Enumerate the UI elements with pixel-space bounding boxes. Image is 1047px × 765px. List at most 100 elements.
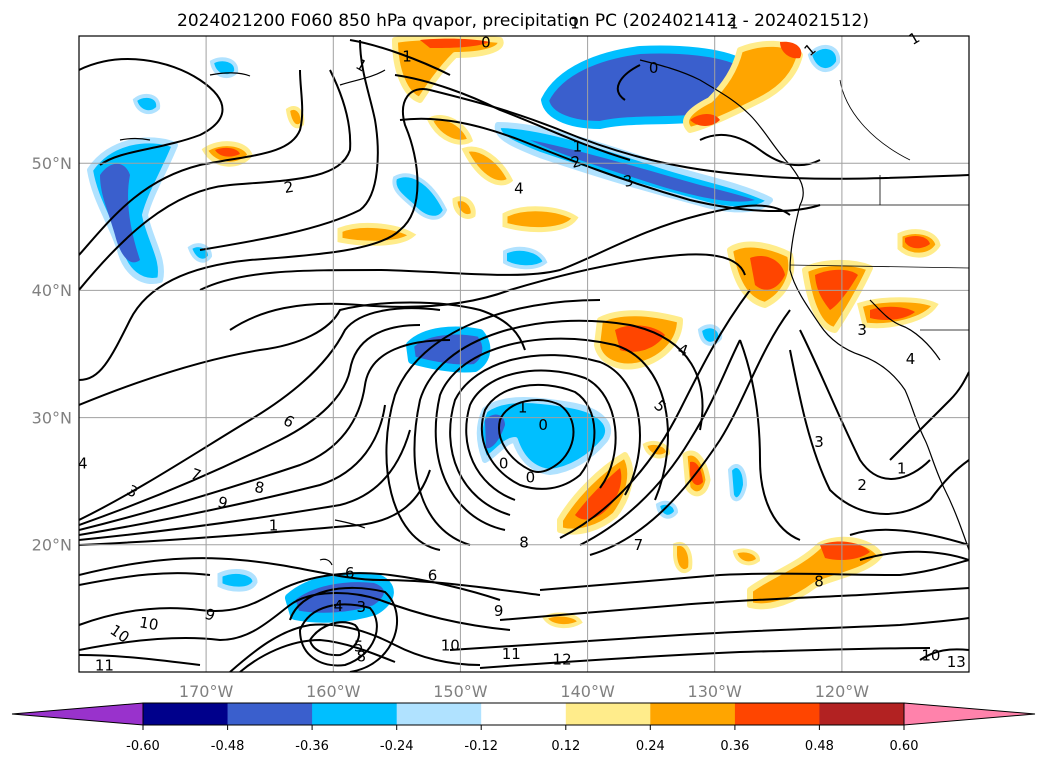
contour-label: 10: [138, 613, 160, 634]
contour-line: [449, 354, 641, 516]
contour-line: [579, 339, 741, 546]
lat-tick-label: 50°N: [32, 154, 72, 173]
contour-line: [434, 337, 669, 531]
contour-line: [449, 617, 969, 651]
contour-line: [539, 559, 969, 591]
contour-label: 9: [216, 493, 230, 513]
qvapor-contours: [79, 39, 969, 672]
lat-tick-label: 20°N: [32, 536, 72, 555]
contour-line: [498, 399, 575, 473]
colorbar-cell: [734, 703, 820, 725]
colorbar-cell: [481, 703, 567, 725]
colorbar-cell: [312, 703, 397, 725]
contour-line: [308, 621, 360, 657]
contour-line: [465, 369, 617, 501]
colorbar-tick-label: 0.24: [636, 739, 665, 754]
contour-line: [739, 339, 801, 541]
contour-label: 10: [921, 647, 940, 665]
contour-label: 1: [570, 14, 580, 32]
colorbar-tick-label: -0.60: [126, 739, 160, 754]
precip-pos-small-4: [732, 548, 761, 566]
colorbar-tick-labels: -0.60 -0.48 -0.36 -0.24 -0.12 0.12 0.24 …: [126, 739, 918, 754]
contour-line: [229, 623, 481, 672]
contour-label: 3: [814, 433, 824, 451]
contour-line: [239, 638, 396, 672]
coastline: [319, 519, 366, 566]
colorbar-cell: [650, 703, 736, 725]
contour-line: [79, 557, 541, 596]
contour-line: [799, 329, 931, 480]
contour-line: [79, 572, 211, 586]
colorbar-cell: [227, 703, 313, 725]
map-frame: [78, 35, 970, 673]
contour-label: 10: [441, 636, 460, 654]
contour-line: [79, 592, 511, 651]
contour-line: [79, 69, 304, 256]
contour-label: 0: [649, 59, 659, 77]
colorbar-cell: [819, 703, 905, 725]
contour-label: 3: [357, 598, 367, 616]
contour-label: 0: [499, 454, 509, 472]
colorbar-tick-label: 0.36: [720, 739, 749, 754]
coastline: [869, 299, 941, 361]
colorbar-tick-label: -0.24: [380, 739, 414, 754]
precip-pos-3: [502, 206, 579, 233]
contour-line: [385, 299, 601, 551]
contour-label: 3: [621, 171, 635, 191]
contour-line: [413, 319, 704, 546]
contour-label: 8: [357, 648, 367, 666]
lon-tick-labels: 170°W 160°W 150°W 140°W 130°W 120°W: [179, 682, 869, 701]
coastline: [639, 59, 969, 551]
lon-tick-label: 140°W: [560, 682, 615, 701]
precip-pos-mexico-core: [820, 541, 870, 560]
contour-label: 2: [857, 476, 867, 494]
contour-line: [479, 647, 931, 669]
precip-pos-ca-core: [750, 255, 785, 290]
precip-pos-small-1: [673, 541, 693, 574]
colorbar-extend-high: [903, 702, 1036, 726]
precip-small-9: [655, 500, 679, 519]
contour-line: [919, 648, 969, 661]
contour-label: 6: [428, 566, 438, 584]
contour-label: 6: [345, 564, 355, 582]
contour-line: [79, 654, 201, 666]
lon-tick-label: 120°W: [815, 682, 870, 701]
precip-south-west: [217, 569, 258, 592]
contour-label: 1: [269, 517, 279, 535]
precip-pos-low-se-core: [575, 468, 622, 520]
contour-line: [199, 39, 379, 251]
contour-line: [480, 383, 596, 490]
contour-line: [289, 586, 399, 672]
precip-west-core: [100, 163, 140, 263]
colorbar-tick-label: -0.12: [464, 739, 498, 754]
contour-label: 1: [729, 14, 739, 32]
contour-line: [859, 550, 969, 561]
contour-label: 2: [283, 178, 296, 197]
lon-tick-label: 160°W: [306, 682, 361, 701]
contour-label: 8: [519, 533, 529, 551]
contour-line: [559, 289, 751, 539]
colorbar-extend-low: [11, 702, 144, 726]
precipitation-positive-fill: [201, 36, 941, 629]
precip-pos-north: [392, 36, 504, 103]
coastline: [119, 72, 251, 141]
contour-label: 1: [897, 460, 907, 478]
contour-label: 1: [402, 47, 412, 65]
contour-line: [79, 339, 451, 531]
precip-pos-utah-core: [905, 236, 930, 249]
contour-label: 7: [634, 536, 644, 554]
colorbar-tick-label: -0.36: [295, 739, 329, 754]
contour-line: [889, 371, 969, 461]
contour-line: [79, 58, 224, 166]
contour-line: [298, 603, 378, 667]
precip-pos-1c: [215, 147, 240, 157]
contour-label: 4: [78, 454, 88, 472]
contour-label: 4: [906, 350, 916, 368]
contour-line: [616, 64, 641, 101]
precip-pos-gb-core: [870, 306, 915, 320]
contour-line: [849, 528, 969, 546]
lon-tick-label: 170°W: [179, 682, 234, 701]
contour-label: 0: [526, 468, 536, 486]
